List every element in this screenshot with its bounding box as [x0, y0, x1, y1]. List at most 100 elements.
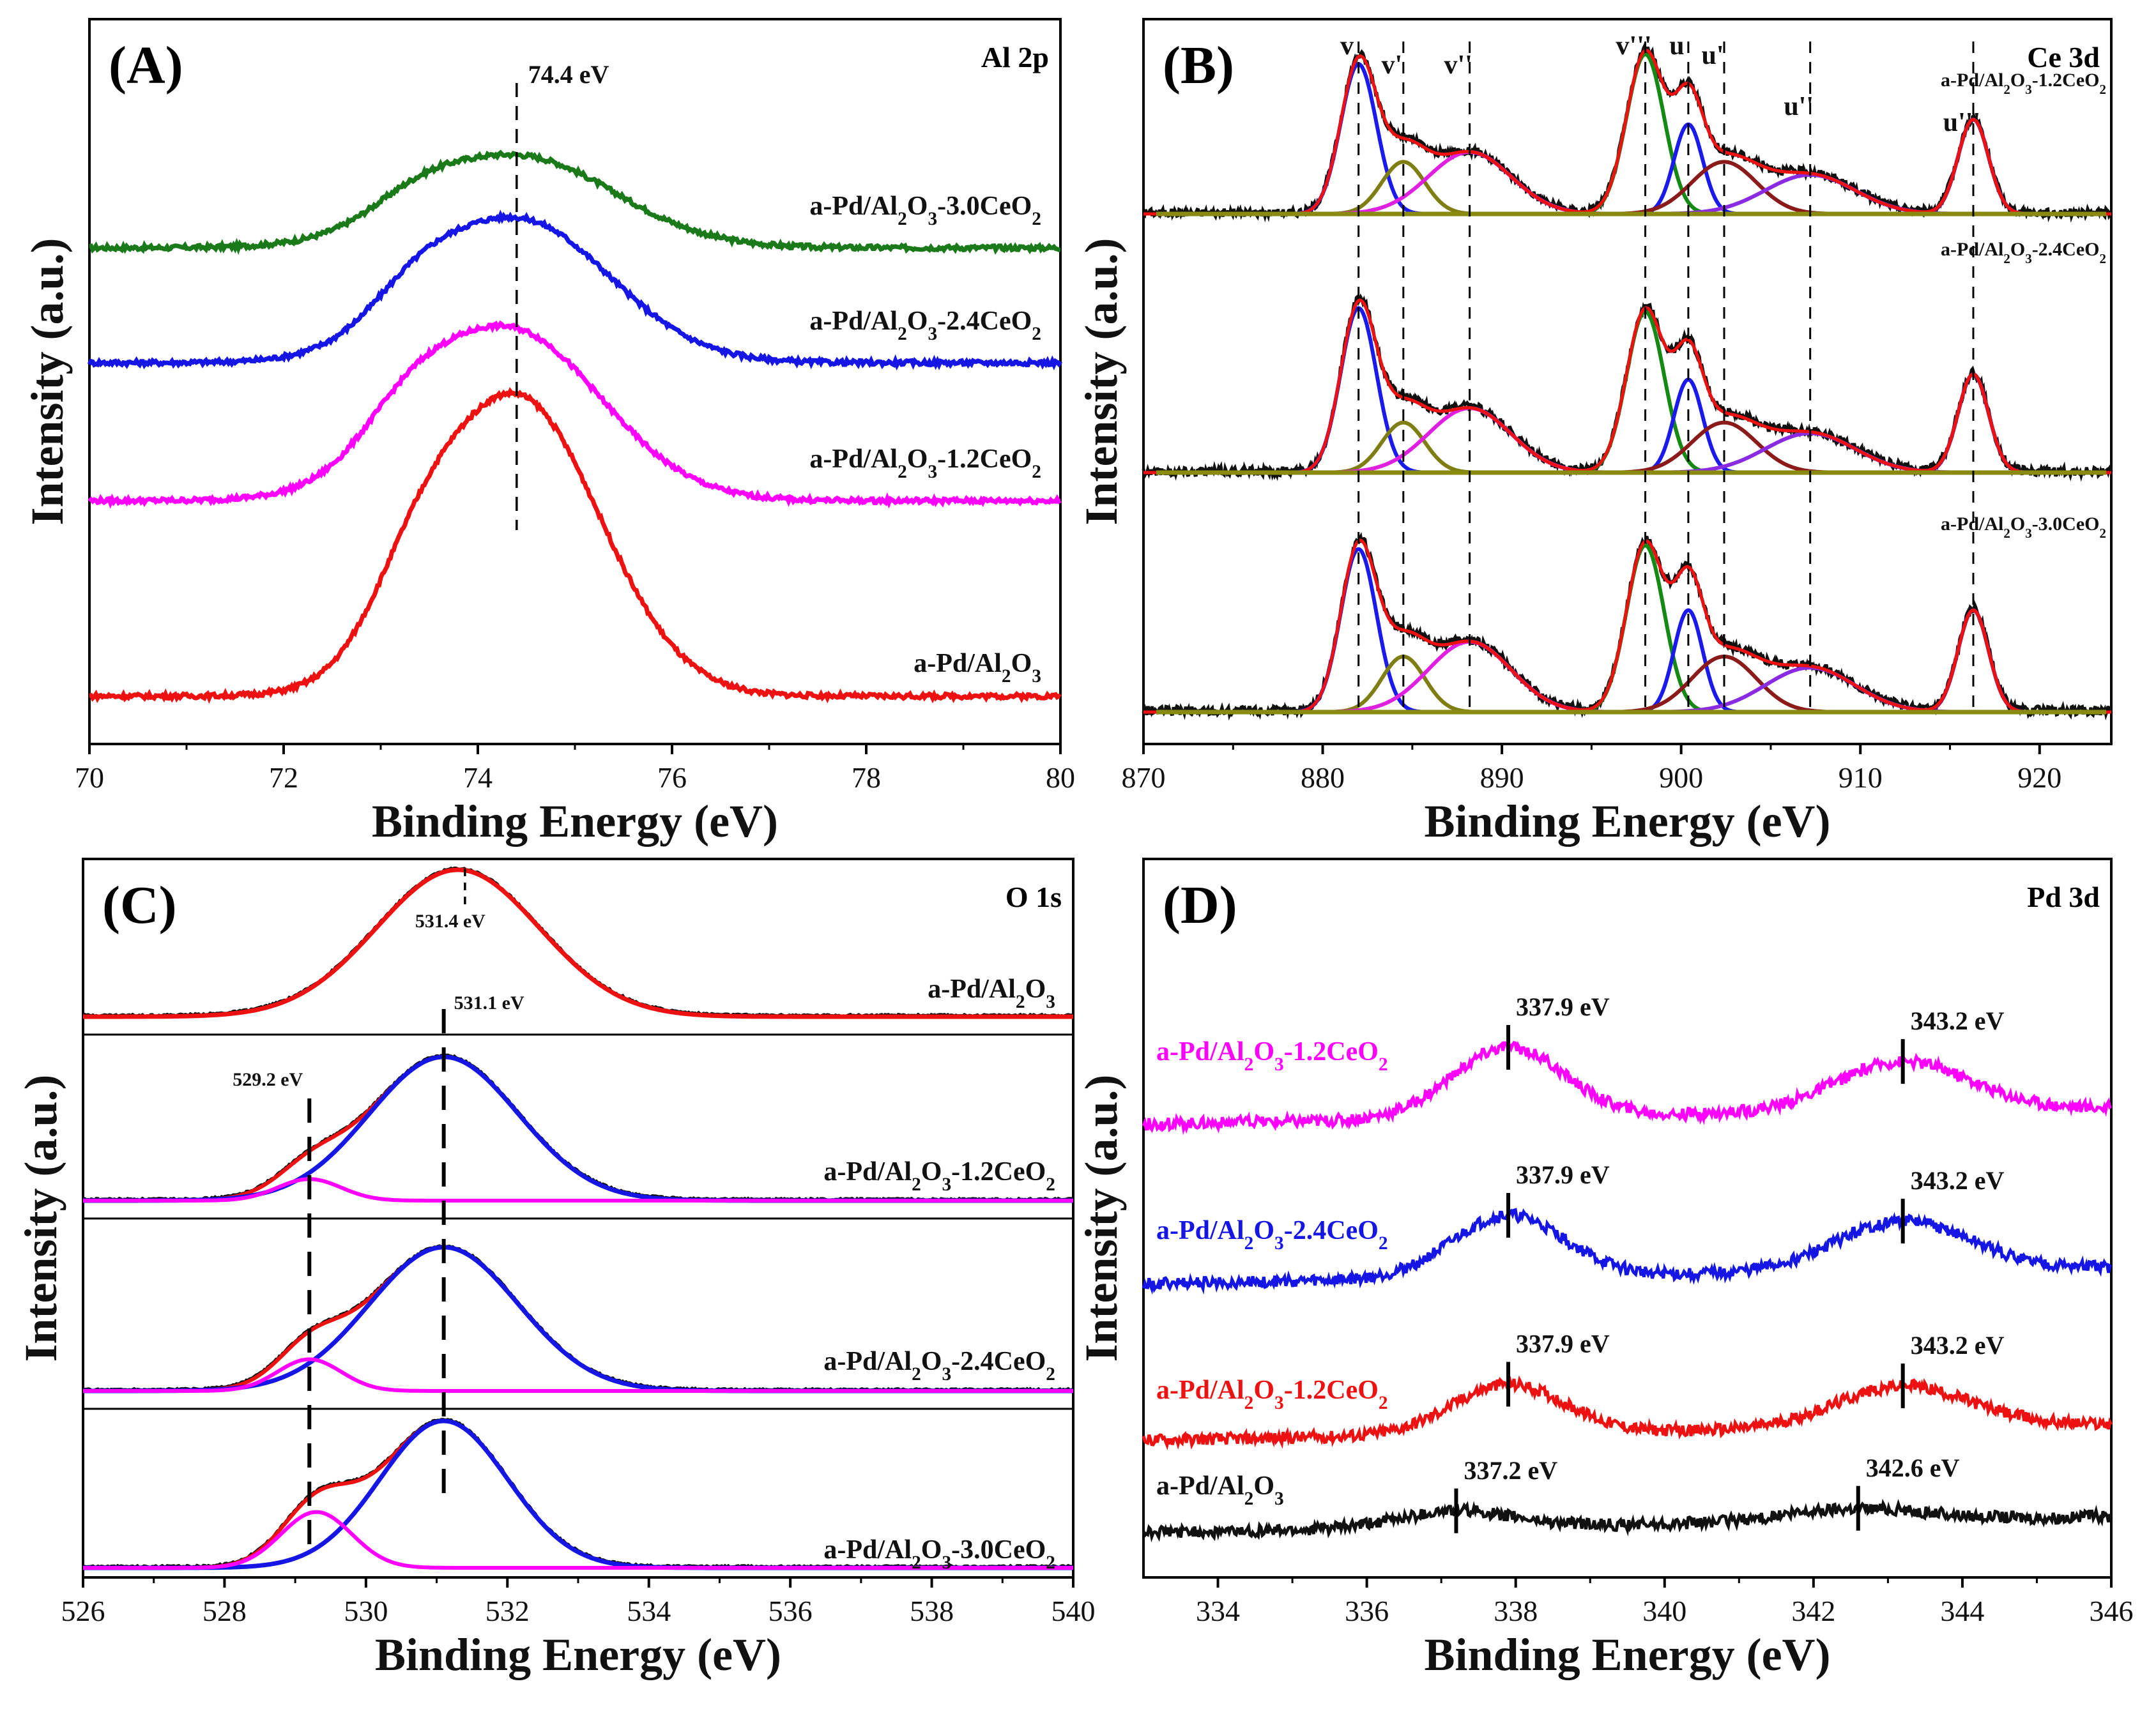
peak-annotation: 342.6 eV — [1866, 1454, 1960, 1482]
peak-annotation: 74.4 eV — [528, 60, 609, 89]
peak-label: u''' — [1943, 108, 1980, 137]
peak-annotation: 343.2 eV — [1911, 1166, 2005, 1195]
x-tick-label: 538 — [910, 1595, 954, 1627]
plot-frame — [1142, 858, 2113, 1579]
peak-annotation: 531.4 eV — [415, 911, 485, 932]
x-tick-label: 346 — [2090, 1595, 2134, 1627]
fit-component — [1304, 150, 1635, 216]
series-label: a-Pd/Al2O3-3.0CeO2 — [823, 1535, 1055, 1573]
series-label: a-Pd/Al2O3-1.2CeO2 — [1941, 70, 2106, 97]
series-label: a-Pd/Al2O3-2.4CeO2 — [823, 1347, 1055, 1385]
x-tick-label: 870 — [1122, 761, 1166, 794]
peak-label: v'' — [1444, 50, 1472, 80]
peak-label: v''' — [1616, 31, 1652, 61]
fit-envelope — [83, 867, 1073, 1019]
x-tick-label: 536 — [768, 1595, 813, 1627]
panel-c: 526 528 530 532 534 536 538 540 Binding Energy (… — [15, 858, 1096, 1680]
peak-annotation: 337.9 eV — [1516, 992, 1610, 1021]
x-tick-label: 76 — [657, 761, 687, 794]
spectrum-line — [89, 387, 1062, 704]
y-axis-label: Intensity (a.u.) — [15, 1074, 66, 1362]
series-label: a-Pd/Al2O3 — [914, 649, 1041, 687]
peak-annotation: 337.9 eV — [1516, 1329, 1610, 1358]
panel-b: 870 880 890 900 910 920 Binding Energy (eV) Int… — [1076, 18, 2113, 847]
panel-label: (D) — [1163, 876, 1237, 935]
series-label: a-Pd/Al2O3-2.4CeO2 — [1941, 239, 2106, 266]
peak-annotation: 337.2 eV — [1464, 1456, 1557, 1485]
x-tick-label: 340 — [1642, 1595, 1686, 1627]
x-tick-label: 920 — [2017, 761, 2061, 794]
x-axis-label: Binding Energy (eV) — [375, 1629, 781, 1680]
plot-frame — [88, 18, 1062, 745]
peak-annotation: 343.2 eV — [1911, 1006, 2005, 1035]
y-axis-label: Intensity (a.u.) — [1076, 238, 1127, 525]
series-label: a-Pd/Al2O3 — [1156, 1471, 1284, 1509]
plot-frame — [1142, 18, 2113, 745]
panel-title: Al 2p — [981, 41, 1049, 73]
x-tick-label: 70 — [75, 761, 104, 794]
x-tick-label: 910 — [1839, 761, 1883, 794]
peak-label: v — [1340, 31, 1354, 61]
peak-label: u'' — [1784, 92, 1814, 121]
peak-annotation: 531.1 eV — [454, 992, 524, 1014]
peak-annotation: 343.2 eV — [1911, 1331, 2005, 1360]
peak-annotation: 337.9 eV — [1516, 1160, 1610, 1189]
x-tick-label: 526 — [61, 1595, 105, 1627]
x-tick-label: 72 — [269, 761, 298, 794]
spectrum-line — [1142, 1498, 2113, 1543]
spectrum-line — [89, 149, 1060, 255]
panel-title: Ce 3d — [2027, 41, 2100, 73]
x-tick-label: 900 — [1659, 761, 1703, 794]
spectrum-line — [1142, 1040, 2113, 1135]
series-label: a-Pd/Al2O3-2.4CeO2 — [809, 307, 1041, 344]
x-tick-label: 530 — [344, 1595, 388, 1627]
fit-minor-component — [83, 1177, 1073, 1203]
x-tick-label: 338 — [1494, 1595, 1538, 1627]
peak-annotation: 529.2 eV — [233, 1069, 303, 1090]
x-axis-label: Binding Energy (eV) — [372, 796, 778, 847]
panel-title: O 1s — [1005, 881, 1062, 913]
x-tick-label: 344 — [1940, 1595, 1984, 1627]
series-label: a-Pd/Al2O3-1.2CeO2 — [809, 444, 1041, 482]
x-tick-label: 342 — [1791, 1595, 1835, 1627]
x-tick-label: 890 — [1480, 761, 1524, 794]
x-tick-label: 540 — [1051, 1595, 1096, 1627]
raw-spectrum — [82, 866, 1074, 1019]
panel-label: (B) — [1163, 36, 1234, 95]
y-axis-label: Intensity (a.u.) — [22, 238, 73, 525]
x-tick-label: 528 — [203, 1595, 247, 1627]
y-axis-label: Intensity (a.u.) — [1076, 1074, 1127, 1362]
peak-label: u' — [1701, 41, 1724, 70]
x-axis-label: Binding Energy (eV) — [1424, 796, 1830, 847]
fit-minor-component — [83, 1357, 1073, 1393]
x-tick-label: 336 — [1345, 1595, 1389, 1627]
x-tick-label: 534 — [627, 1595, 671, 1627]
spectrum-line — [1142, 1375, 2113, 1450]
x-axis-label: Binding Energy (eV) — [1424, 1629, 1830, 1680]
x-tick-label: 880 — [1301, 761, 1345, 794]
x-tick-label: 532 — [485, 1595, 530, 1627]
peak-label: u — [1669, 31, 1684, 61]
series-label: a-Pd/Al2O3-3.0CeO2 — [1941, 513, 2106, 541]
series-label: a-Pd/Al2O3-1.2CeO2 — [1156, 1037, 1388, 1075]
series-label: a-Pd/Al2O3-2.4CeO2 — [1156, 1216, 1388, 1254]
series-label: a-Pd/Al2O3-3.0CeO2 — [809, 192, 1041, 229]
fit-envelope — [1143, 298, 2111, 475]
series-label: a-Pd/Al2O3 — [928, 975, 1055, 1012]
x-tick-label: 80 — [1046, 761, 1075, 794]
x-tick-label: 74 — [463, 761, 493, 794]
x-tick-label: 78 — [852, 761, 881, 794]
panel-a: 70 72 74 76 78 80 Binding Energy (eV) Intensity… — [22, 18, 1075, 847]
spectrum-line — [87, 209, 1063, 371]
spectrum-line — [88, 320, 1062, 509]
panel-title: Pd 3d — [2027, 881, 2100, 913]
series-label: a-Pd/Al2O3-1.2CeO2 — [823, 1157, 1055, 1195]
fit-minor-component — [83, 1510, 1073, 1570]
series-label: a-Pd/Al2O3-1.2CeO2 — [1156, 1376, 1388, 1413]
panel-label: (A) — [109, 36, 183, 95]
peak-label: v' — [1381, 50, 1402, 80]
panel-label: (C) — [102, 876, 177, 935]
spectrum-line — [1142, 1208, 2113, 1295]
panel-d: 334 336 338 340 342 344 346 Binding Energy (eV)… — [1076, 858, 2134, 1680]
